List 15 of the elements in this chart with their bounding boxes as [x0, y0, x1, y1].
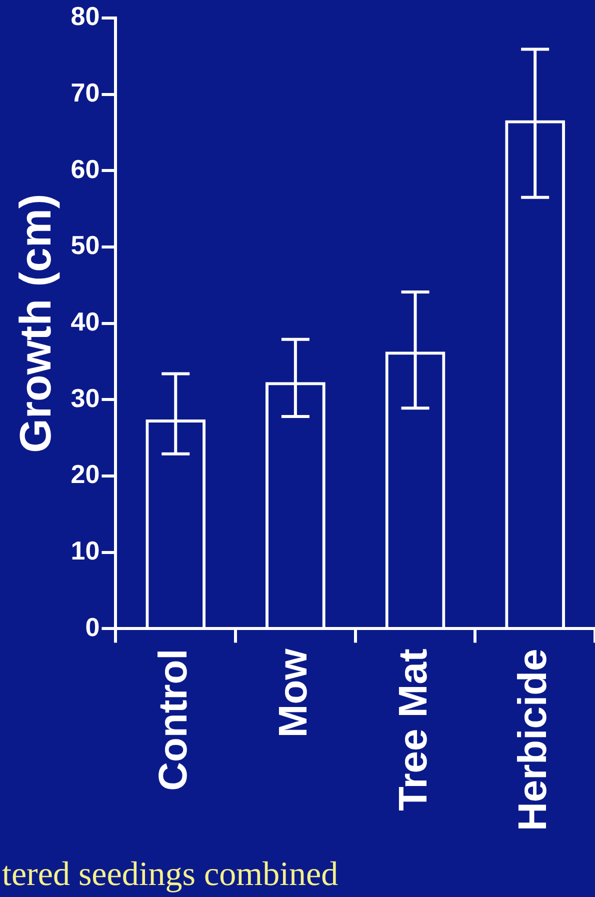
y-tick-label: 50 — [70, 230, 100, 260]
x-tick-label: Tree Mat — [391, 648, 436, 812]
x-tick-label: Control — [152, 648, 196, 791]
y-tick-label: 80 — [70, 1, 100, 32]
y-axis-title: Growth (cm) — [12, 194, 61, 453]
text: tered seedings combined — [2, 856, 338, 893]
y-tick-label: 20 — [70, 459, 100, 490]
y-tick-label: 30 — [70, 382, 100, 413]
y-tick-label: 0 — [85, 612, 100, 642]
y-tick-label: 70 — [70, 78, 100, 108]
y-tick-label: 60 — [70, 154, 100, 184]
x-tick-label: Herbicide — [511, 648, 556, 832]
x-tick-label: Mow — [271, 648, 316, 738]
y-tick-label: 10 — [70, 536, 100, 566]
y-tick-label: 40 — [70, 306, 100, 337]
